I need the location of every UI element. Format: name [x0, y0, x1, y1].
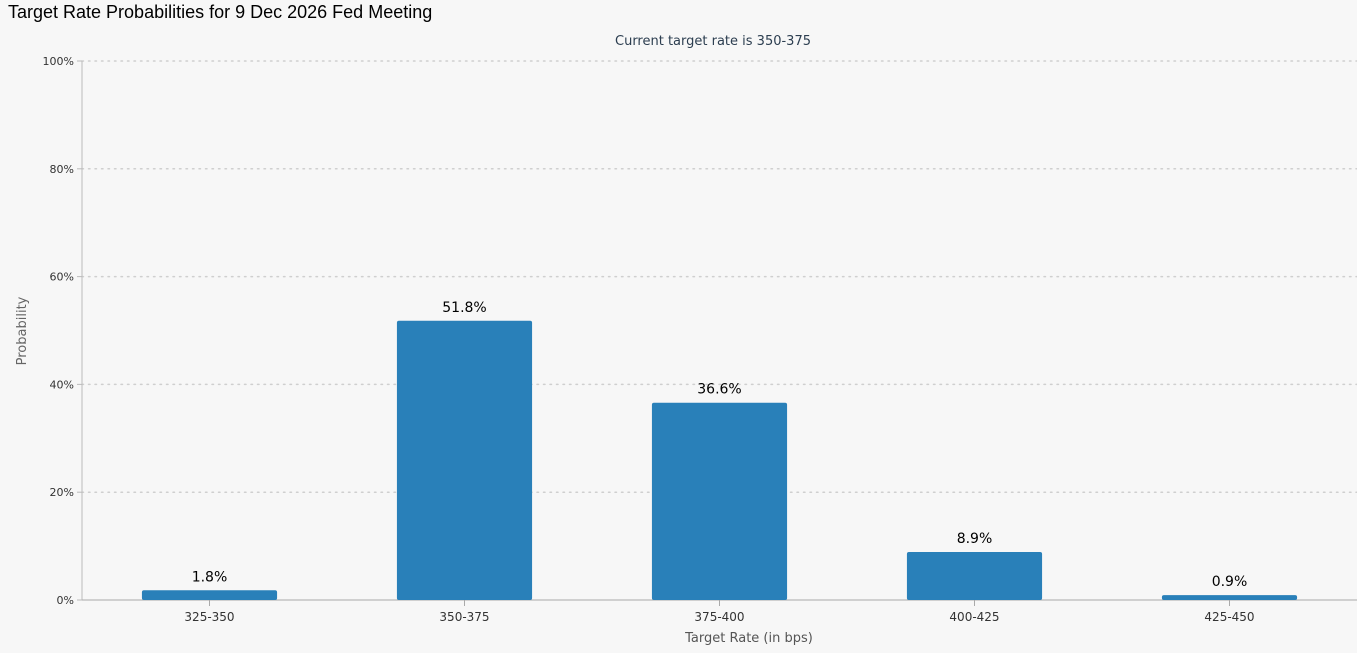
x-tick-label: 350-375 — [439, 610, 489, 624]
bar[interactable] — [396, 320, 533, 600]
y-axis-label: Probability — [15, 296, 30, 365]
y-tick-label: 80% — [50, 163, 74, 176]
data-label: 0.9% — [1212, 574, 1248, 590]
bar[interactable] — [1161, 595, 1298, 600]
y-tick-label: 100% — [43, 55, 74, 68]
y-tick-label: 40% — [50, 378, 74, 391]
bar[interactable] — [141, 590, 278, 600]
data-label: 8.9% — [957, 531, 993, 547]
x-tick-label: 400-425 — [949, 610, 999, 624]
data-label: 51.8% — [442, 300, 486, 316]
y-axis-ticks: 0% 20% 40% 60% 80% 100% — [43, 55, 82, 607]
y-tick-label: 60% — [50, 271, 74, 284]
x-axis-label: Target Rate (in bps) — [684, 631, 813, 646]
x-tick-label: 425-450 — [1204, 610, 1254, 624]
data-label: 1.8% — [192, 569, 228, 585]
data-label: 36.6% — [697, 382, 741, 398]
bar[interactable] — [651, 402, 788, 600]
chart-subtitle: Current target rate is 350-375 — [615, 34, 811, 49]
bar[interactable] — [906, 552, 1043, 600]
x-axis-ticks: 325-350 350-375 375-400 400-425 425-450 — [184, 600, 1255, 624]
x-tick-label: 325-350 — [184, 610, 234, 624]
bars-group — [141, 320, 1298, 600]
y-tick-label: 0% — [57, 594, 74, 607]
data-labels-group: 1.8% 51.8% 36.6% 8.9% 0.9% — [192, 300, 1248, 590]
page-title: Target Rate Probabilities for 9 Dec 2026… — [8, 2, 433, 22]
x-tick-label: 375-400 — [694, 610, 744, 624]
y-tick-label: 20% — [50, 486, 74, 499]
